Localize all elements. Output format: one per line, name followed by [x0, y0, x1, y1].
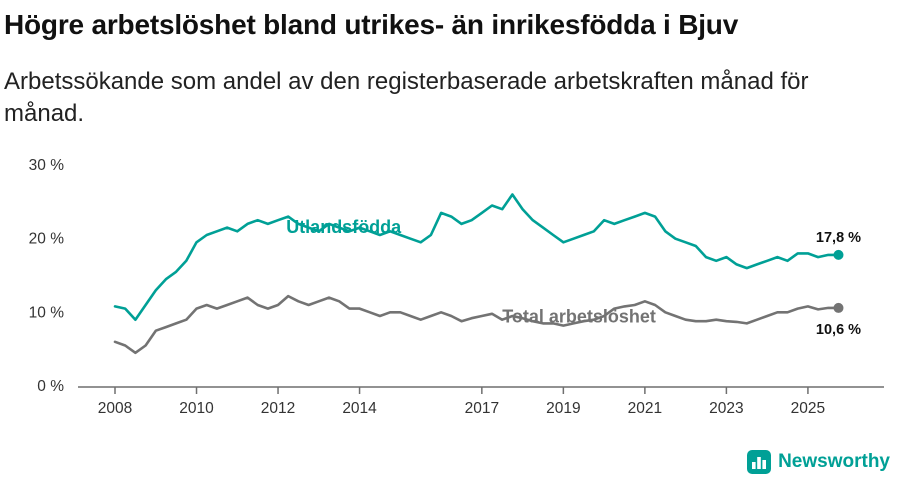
x-tick-label: 2014 — [342, 400, 377, 417]
x-tick-label: 2012 — [261, 400, 295, 417]
series-end-value-label: 10,6 % — [816, 322, 861, 338]
series-name-label: Total arbetslöshet — [502, 307, 656, 327]
brand-name: Newsworthy — [778, 451, 890, 472]
series-line — [113, 193, 840, 321]
x-tick-label: 2021 — [628, 400, 662, 417]
x-tick-label: 2010 — [179, 400, 214, 417]
y-tick-label: 0 % — [37, 378, 64, 395]
y-tick-label: 20 % — [29, 231, 65, 248]
x-tick-label: 2023 — [709, 400, 743, 417]
page-root: Högre arbetslöshet bland utrikes- än inr… — [0, 8, 900, 474]
footer-brand: Newsworthy — [747, 450, 890, 474]
x-tick-label: 2025 — [791, 400, 825, 417]
x-tick-label: 2019 — [546, 400, 580, 417]
series-end-dot — [833, 302, 844, 313]
chart-svg: 2008 2010 2012 2014 2017 2019 2021 2023 2025 0 % 1… — [29, 157, 884, 417]
x-tick-label: 2017 — [465, 400, 499, 417]
series-name-label: Utlandsfödda — [286, 217, 402, 237]
y-tick-label: 10 % — [29, 304, 65, 321]
chart-subtitle: Arbetssökande som andel av den registerb… — [4, 67, 809, 127]
y-tick-label: 30 % — [29, 157, 65, 174]
series-line — [113, 294, 840, 355]
series-end-value-label: 17,8 % — [816, 230, 861, 246]
x-tick-label: 2008 — [98, 400, 132, 417]
series-end-dot — [833, 249, 844, 260]
newsworthy-logo-icon — [747, 450, 772, 474]
chart-title: Högre arbetslöshet bland utrikes- än inr… — [4, 9, 739, 40]
